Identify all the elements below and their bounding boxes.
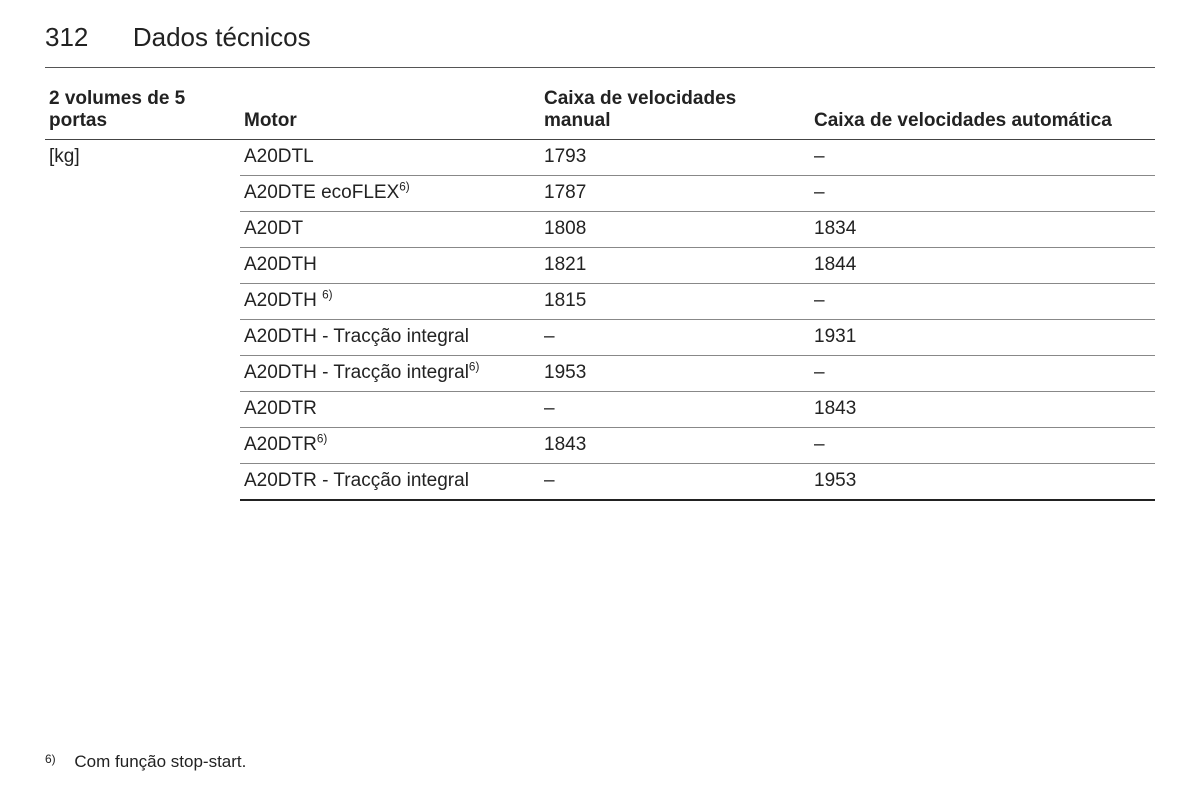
footnote: 6) Com função stop-start. [45,752,246,772]
unit-cell [45,176,240,212]
motor-cell: A20DTE ecoFLEX6) [240,176,540,212]
auto-cell: 1931 [810,320,1155,356]
manual-cell: 1815 [540,284,810,320]
manual-cell: – [540,464,810,501]
col-header-manual: Caixa de velocidades manual [540,82,810,140]
unit-cell: [kg] [45,140,240,176]
table-row: A20DTH 6)1815– [45,284,1155,320]
auto-cell: 1843 [810,392,1155,428]
motor-cell: A20DTL [240,140,540,176]
auto-cell: 1844 [810,248,1155,284]
table-row: A20DTR - Tracção integral–1953 [45,464,1155,501]
manual-cell: – [540,320,810,356]
table-row: A20DTR6)1843– [45,428,1155,464]
unit-cell [45,428,240,464]
unit-cell [45,392,240,428]
col-header-variant: 2 volumes de 5 portas [45,82,240,140]
unit-cell [45,284,240,320]
unit-cell [45,356,240,392]
col-header-motor: Motor [240,82,540,140]
motor-cell: A20DTH - Tracção integral6) [240,356,540,392]
table-row: A20DTH - Tracção integral6)1953– [45,356,1155,392]
table-row: [kg]A20DTL1793– [45,140,1155,176]
manual-cell: 1821 [540,248,810,284]
motor-cell: A20DTR [240,392,540,428]
auto-cell: 1834 [810,212,1155,248]
table-row: A20DTH18211844 [45,248,1155,284]
footnote-text: Com função stop-start. [74,752,246,771]
manual-cell: 1953 [540,356,810,392]
unit-cell [45,320,240,356]
table-header-row: 2 volumes de 5 portas Motor Caixa de vel… [45,82,1155,140]
auto-cell: – [810,428,1155,464]
manual-cell: 1787 [540,176,810,212]
page-number: 312 [45,22,88,53]
chapter-title: Dados técnicos [133,22,311,53]
unit-cell [45,464,240,501]
motor-cell: A20DTH - Tracção integral [240,320,540,356]
manual-cell: – [540,392,810,428]
auto-cell: – [810,356,1155,392]
col-header-auto: Caixa de velocidades automática [810,82,1155,140]
technical-data-table: 2 volumes de 5 portas Motor Caixa de vel… [45,82,1155,501]
manual-cell: 1793 [540,140,810,176]
table-row: A20DTR–1843 [45,392,1155,428]
manual-cell: 1843 [540,428,810,464]
table-row: A20DT18081834 [45,212,1155,248]
auto-cell: 1953 [810,464,1155,501]
motor-cell: A20DTH 6) [240,284,540,320]
motor-cell: A20DTR6) [240,428,540,464]
table-row: A20DTH - Tracção integral–1931 [45,320,1155,356]
page-header: 312 Dados técnicos [45,22,1155,68]
auto-cell: – [810,284,1155,320]
motor-cell: A20DT [240,212,540,248]
motor-cell: A20DTH [240,248,540,284]
manual-cell: 1808 [540,212,810,248]
auto-cell: – [810,176,1155,212]
footnote-marker: 6) [45,752,56,766]
auto-cell: – [810,140,1155,176]
table-row: A20DTE ecoFLEX6)1787– [45,176,1155,212]
unit-cell [45,212,240,248]
unit-cell [45,248,240,284]
motor-cell: A20DTR - Tracção integral [240,464,540,501]
